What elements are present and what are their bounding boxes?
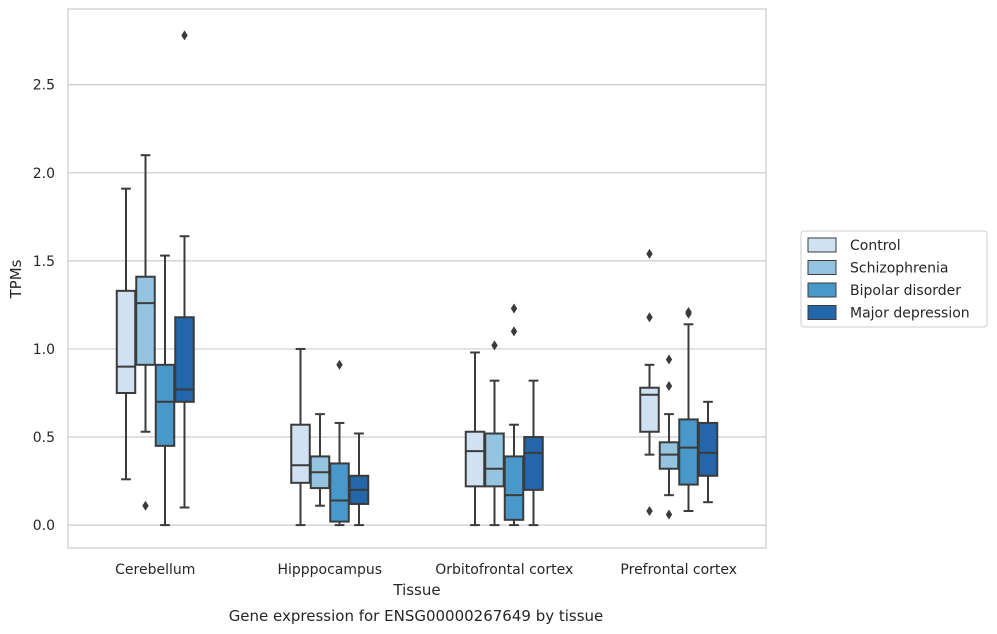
y-tick-label: 0.0 bbox=[33, 518, 55, 534]
legend-swatch bbox=[807, 282, 837, 298]
x-tick-label: Cerebellum bbox=[115, 562, 195, 578]
iqr-box bbox=[484, 432, 505, 488]
chart-caption: Gene expression for ENSG00000267649 by t… bbox=[229, 607, 604, 625]
y-tick-label: 1.5 bbox=[33, 254, 55, 270]
box-major-depression bbox=[174, 30, 195, 509]
outlier-point bbox=[491, 340, 498, 351]
legend-label: Schizophrenia bbox=[850, 261, 948, 277]
x-tick-label: Prefrontal cortex bbox=[620, 562, 737, 578]
box-bipolar-disorder bbox=[329, 359, 350, 527]
outlier-point bbox=[665, 509, 673, 520]
outlier-point bbox=[665, 380, 673, 391]
iqr-box bbox=[639, 386, 660, 433]
plot-marks bbox=[115, 30, 719, 527]
box-bipolar-disorder bbox=[503, 303, 525, 527]
legend-label: Bipolar disorder bbox=[850, 283, 961, 299]
y-tick-label: 0.5 bbox=[33, 430, 55, 446]
outlier-point bbox=[510, 326, 518, 337]
outlier-point bbox=[510, 303, 518, 314]
box-control bbox=[464, 351, 486, 527]
iqr-box bbox=[523, 436, 544, 491]
box-control bbox=[290, 347, 311, 527]
y-tick-label: 2.5 bbox=[33, 78, 55, 94]
box-schizophrenia bbox=[658, 354, 680, 520]
y-axis-label: TPMs bbox=[7, 259, 25, 299]
outlier-point bbox=[685, 306, 692, 317]
y-tick-labels: 0.0 0.5 1.0 1.5 2.0 2.5 bbox=[33, 78, 55, 534]
y-tick-label: 2.0 bbox=[33, 166, 55, 182]
iqr-box bbox=[464, 430, 486, 488]
iqr-box bbox=[678, 418, 699, 486]
iqr-box bbox=[697, 421, 719, 477]
box-bipolar-disorder bbox=[154, 254, 176, 527]
outlier-point bbox=[142, 500, 149, 511]
outlier-point bbox=[646, 248, 653, 259]
iqr-box bbox=[329, 462, 350, 523]
outlier-point bbox=[665, 354, 673, 365]
legend-label: Major depression bbox=[850, 306, 970, 322]
x-tick-labels: Cerebellum Hipppocampus Orbitofrontal cort… bbox=[115, 562, 737, 578]
legend-label: Control bbox=[850, 238, 901, 254]
iqr-box bbox=[290, 423, 311, 484]
outlier-point bbox=[646, 506, 653, 517]
legend-frame bbox=[800, 230, 988, 328]
box-bipolar-disorder bbox=[678, 306, 699, 513]
iqr-box bbox=[503, 455, 525, 521]
iqr-box bbox=[174, 316, 195, 403]
box-schizophrenia bbox=[484, 340, 505, 527]
outlier-point bbox=[181, 30, 188, 41]
box-schizophrenia bbox=[135, 154, 156, 511]
box-major-depression bbox=[697, 400, 719, 504]
box-major-depression bbox=[348, 432, 370, 527]
legend: Control Schizophrenia Bipolar disorder Majo… bbox=[800, 230, 988, 328]
iqr-box bbox=[154, 363, 176, 447]
box-control bbox=[639, 248, 660, 517]
iqr-box bbox=[135, 275, 156, 366]
iqr-box bbox=[115, 289, 137, 394]
box-major-depression bbox=[523, 379, 544, 527]
plot-frame bbox=[67, 8, 767, 549]
x-tick-label: Orbitofrontal cortex bbox=[435, 562, 573, 578]
box-schizophrenia bbox=[309, 413, 331, 507]
legend-swatch bbox=[807, 305, 837, 320]
outlier-point bbox=[336, 359, 343, 370]
outlier-point bbox=[646, 312, 653, 323]
y-tick-label: 1.0 bbox=[33, 342, 55, 358]
legend-swatch bbox=[807, 260, 837, 275]
legend-swatch bbox=[807, 237, 837, 253]
x-axis-label: Tissue bbox=[392, 581, 440, 599]
box-control bbox=[115, 187, 137, 481]
x-tick-label: Hipppocampus bbox=[277, 562, 382, 578]
